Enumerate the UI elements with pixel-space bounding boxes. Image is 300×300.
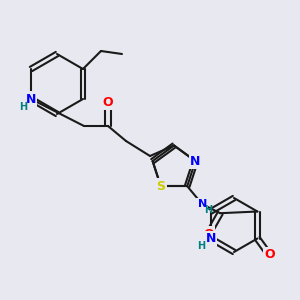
Text: S: S bbox=[156, 180, 165, 193]
Text: H: H bbox=[198, 241, 206, 251]
Text: N: N bbox=[26, 92, 36, 106]
Text: H: H bbox=[20, 101, 28, 112]
Text: O: O bbox=[103, 95, 113, 109]
Text: H: H bbox=[204, 205, 212, 215]
Text: N: N bbox=[198, 199, 207, 209]
Text: N: N bbox=[190, 154, 201, 167]
Text: O: O bbox=[203, 228, 214, 241]
Text: O: O bbox=[264, 248, 275, 262]
Text: N: N bbox=[206, 232, 216, 245]
